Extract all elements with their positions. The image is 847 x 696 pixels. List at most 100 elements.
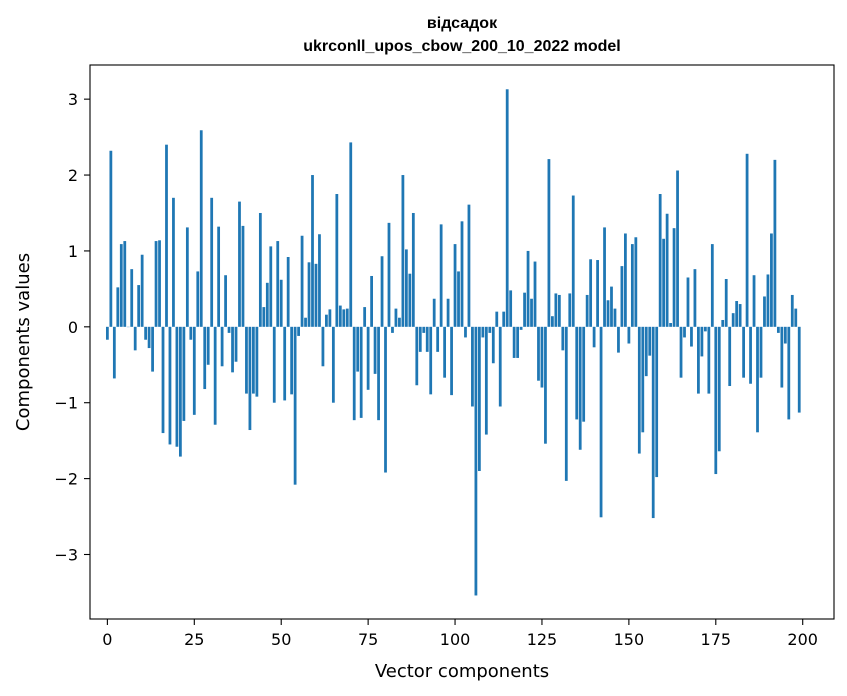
x-tick-label: 150	[614, 630, 645, 649]
bar-component-73	[359, 326, 363, 418]
x-tick-label: 200	[787, 630, 818, 649]
bar-component-149	[624, 233, 627, 327]
bar-component-142	[599, 326, 603, 518]
bar-component-136	[578, 326, 582, 450]
bar-component-37	[234, 326, 238, 362]
bar-component-173	[707, 326, 711, 394]
chart-title-line1: відсадок	[427, 15, 498, 32]
bar-component-192	[773, 159, 777, 327]
bar-component-41	[248, 326, 252, 431]
bar-component-123	[533, 261, 537, 327]
bar-component-170	[697, 326, 700, 394]
bar-component-58	[307, 262, 311, 327]
bar-component-166	[683, 326, 686, 338]
bar-component-88	[411, 212, 415, 327]
bar-component-10	[140, 254, 144, 327]
bar-component-66	[335, 194, 339, 327]
bar-component-127	[547, 159, 551, 327]
bar-component-137	[582, 326, 586, 422]
bar-component-4	[119, 244, 123, 327]
x-tick-label: 125	[527, 630, 558, 649]
bar-component-122	[530, 298, 533, 327]
bar-component-60	[314, 263, 318, 327]
bar-component-116	[509, 290, 513, 327]
bar-component-135	[575, 326, 579, 420]
bar-component-57	[304, 317, 307, 327]
bar-component-147	[617, 326, 620, 353]
bar-component-24	[189, 326, 193, 340]
bar-component-9	[137, 285, 141, 327]
bar-component-99	[450, 326, 453, 396]
bar-component-79	[380, 256, 384, 327]
bar-component-189	[763, 296, 766, 327]
bar-component-104	[467, 204, 471, 327]
bar-component-115	[505, 89, 509, 327]
bar-component-3	[116, 287, 120, 327]
bar-component-84	[398, 317, 401, 327]
bar-component-140	[592, 326, 596, 348]
bar-component-26	[196, 271, 200, 327]
bar-component-177	[721, 319, 725, 327]
y-tick-label: 2	[68, 166, 78, 185]
bar-component-89	[415, 326, 419, 386]
bar-component-36	[231, 326, 234, 373]
bar-component-110	[488, 326, 492, 333]
bar-component-65	[331, 326, 335, 403]
bar-component-184	[745, 153, 749, 327]
bar-component-175	[714, 326, 718, 475]
bar-component-85	[401, 175, 405, 327]
bar-component-16	[161, 326, 165, 434]
bar-component-168	[690, 326, 693, 347]
bar-component-51	[283, 326, 287, 401]
bar-component-146	[613, 308, 617, 327]
bar-component-164	[676, 170, 679, 327]
y-tick-label: 0	[68, 318, 78, 337]
chart-title-line2: ukrconll_upos_cbow_200_10_2022 model	[303, 38, 620, 55]
bar-component-156	[648, 326, 652, 356]
bar-component-33	[220, 326, 224, 367]
x-tick-label: 25	[184, 630, 204, 649]
bar-component-163	[672, 228, 676, 327]
bar-component-28	[203, 326, 207, 390]
bar-component-128	[551, 316, 554, 327]
bar-component-39	[241, 225, 245, 327]
bar-component-23	[185, 227, 189, 327]
bar-component-56	[300, 235, 304, 327]
bar-component-181	[735, 301, 739, 327]
bar-component-131	[561, 326, 565, 351]
bar-component-120	[523, 292, 526, 327]
x-tick-label: 0	[102, 630, 112, 649]
bar-component-130	[557, 294, 561, 327]
bar-component-191	[770, 233, 773, 327]
bar-component-17	[165, 144, 168, 327]
bar-component-61	[318, 234, 321, 327]
bar-component-44	[258, 212, 262, 327]
bar-component-183	[742, 326, 745, 378]
bar-component-139	[589, 259, 593, 327]
bar-component-101	[457, 271, 460, 327]
bar-component-15	[158, 240, 161, 327]
bar-component-63	[325, 314, 328, 327]
plot-area-frame	[89, 64, 835, 620]
bar-component-190	[766, 274, 770, 327]
bar-component-151	[630, 244, 634, 327]
bar-component-70	[349, 142, 353, 327]
bar-component-180	[731, 313, 735, 327]
bar-component-144	[606, 300, 610, 327]
bar-component-132	[564, 326, 568, 481]
bar-component-31	[213, 326, 217, 425]
bar-component-114	[502, 311, 506, 327]
bar-component-55	[297, 326, 300, 336]
bar-component-119	[519, 326, 523, 330]
bar-component-1	[109, 150, 113, 327]
bar-component-94	[432, 298, 436, 327]
bar-component-43	[255, 326, 259, 397]
bar-component-158	[655, 326, 659, 478]
bar-component-133	[568, 293, 572, 327]
bar-component-69	[345, 308, 349, 327]
bar-component-100	[453, 244, 457, 327]
bar-component-29	[206, 326, 210, 365]
x-tick-label: 50	[271, 630, 291, 649]
bar-component-86	[404, 249, 408, 327]
